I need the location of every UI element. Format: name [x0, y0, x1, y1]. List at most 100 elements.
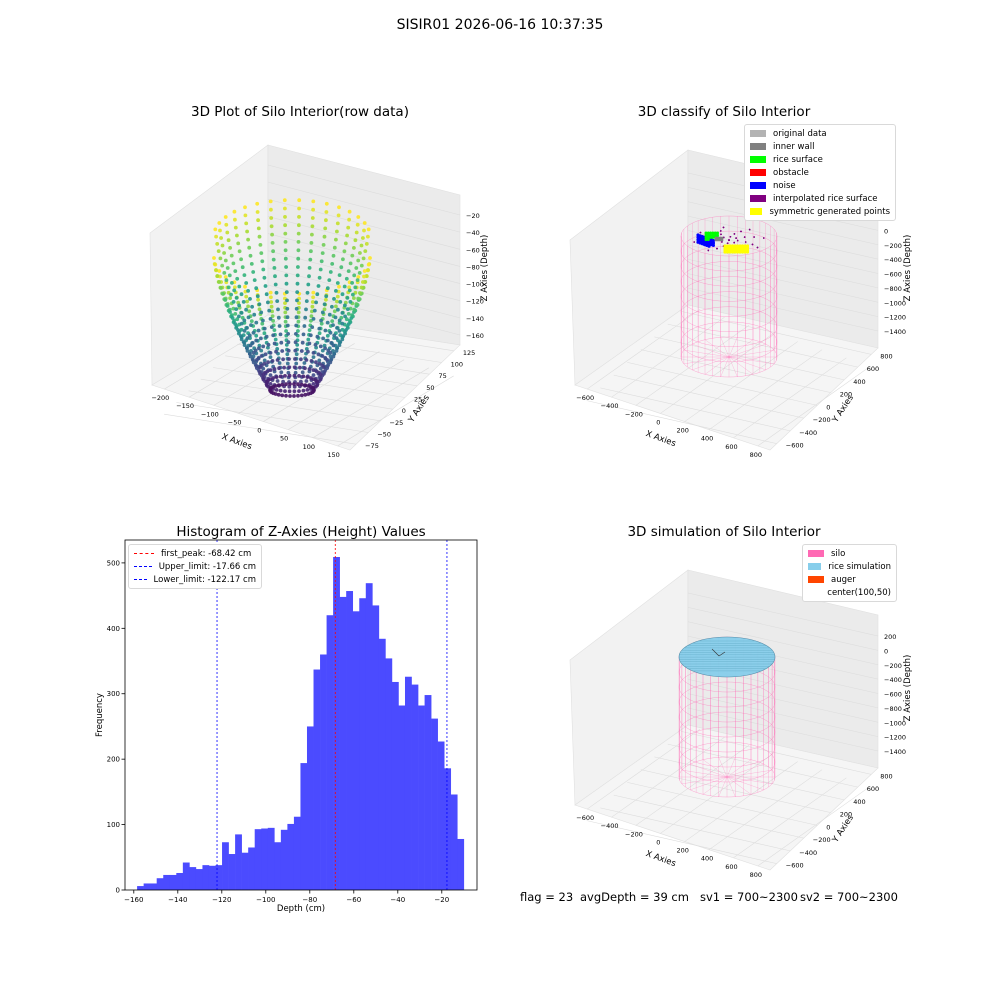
- raw-data-point: [251, 358, 255, 362]
- silo-floor-spoke: [702, 776, 728, 795]
- x-tick-label: −150: [176, 402, 194, 410]
- x-tick-label: −200: [625, 410, 643, 418]
- raw-data-point: [314, 300, 318, 305]
- raw-data-point: [247, 333, 252, 338]
- silo-floor-spoke: [728, 337, 738, 358]
- rice-surface-point: [709, 235, 713, 239]
- silo-floor-spoke: [681, 769, 728, 778]
- symmetric-point: [740, 250, 745, 254]
- raw-data-point: [337, 205, 341, 210]
- raw-data-point: [304, 379, 309, 383]
- raw-data-point: [359, 285, 364, 290]
- raw-data-point: [306, 349, 310, 354]
- z-tick-label: −160: [466, 332, 484, 340]
- raw-data-point: [259, 363, 264, 368]
- raw-data-point: [358, 251, 362, 255]
- raw-data-point: [286, 370, 291, 375]
- raw-data-point: [233, 312, 238, 316]
- raw-data-point: [226, 238, 231, 243]
- x-tick-label: 600: [725, 863, 737, 871]
- raw-data-point: [328, 330, 333, 335]
- raw-data-point: [293, 340, 298, 345]
- raw-data-point: [337, 273, 342, 277]
- rice-surface-point: [704, 231, 708, 235]
- raw-data-point: [340, 311, 345, 315]
- raw-data-point: [245, 336, 250, 340]
- legend-item: silo: [808, 547, 891, 560]
- legend-label: interpolated rice surface: [773, 193, 878, 204]
- raw-data-point: [344, 276, 349, 281]
- z-tick-label: −400: [884, 256, 902, 264]
- raw-data-point: [257, 234, 262, 239]
- y-tick-label: 0: [826, 823, 830, 831]
- y-tick-label: −75: [365, 442, 379, 450]
- raw-data-point: [359, 263, 364, 268]
- raw-data-point: [298, 365, 302, 370]
- histogram-bar: [143, 883, 151, 890]
- silo-ring: [678, 711, 776, 753]
- auger-marker: [711, 648, 720, 657]
- silo-floor-spoke: [702, 759, 728, 778]
- raw-data-point: [287, 373, 292, 378]
- raw-data-point: [288, 394, 292, 398]
- raw-data-point: [228, 246, 233, 250]
- raw-data-point: [274, 349, 278, 354]
- raw-data-point: [319, 259, 324, 264]
- x-tick-label: 50: [280, 435, 288, 443]
- silo-floor-spoke: [720, 337, 730, 358]
- raw-data-point: [279, 340, 284, 345]
- silo-floor-spoke: [704, 339, 730, 358]
- x-gridline: [708, 769, 823, 850]
- raw-data-point: [245, 349, 250, 353]
- interpolated-point: [716, 247, 718, 250]
- footer-flag: flag = 23: [520, 890, 574, 904]
- raw-data-point: [309, 314, 314, 318]
- silo-ring: [678, 726, 776, 768]
- raw-data-point: [242, 329, 247, 333]
- legend-item: center(100,50): [808, 586, 891, 599]
- raw-data-point: [320, 354, 325, 358]
- raw-data-point: [299, 382, 304, 387]
- raw-data-point: [356, 275, 361, 279]
- legend-line-swatch: [134, 553, 154, 554]
- raw-data-point: [334, 289, 338, 293]
- raw-data-point: [243, 213, 248, 218]
- raw-data-point: [366, 268, 370, 273]
- silo-floor-spoke: [692, 356, 730, 371]
- y-tick-label: 0: [826, 403, 830, 411]
- raw-data-point: [276, 383, 281, 388]
- raw-data-point: [212, 262, 217, 266]
- raw-data-point: [262, 275, 267, 280]
- raw-data-point: [311, 382, 316, 386]
- raw-data-point: [270, 241, 275, 245]
- histogram-bar: [195, 869, 203, 890]
- histogram-bar: [228, 854, 236, 890]
- raw-data-point: [275, 299, 280, 303]
- raw-data-point: [306, 337, 311, 342]
- histogram-bar: [169, 874, 177, 890]
- raw-data-point: [347, 209, 352, 214]
- raw-data-point: [285, 306, 290, 311]
- raw-data-point: [245, 326, 249, 330]
- z-gridline: [687, 592, 879, 637]
- raw-data-point: [296, 310, 301, 315]
- raw-data-point: [348, 306, 353, 311]
- raw-data-point: [347, 285, 351, 290]
- interpolated-point: [722, 226, 725, 229]
- z-tick-label: −20: [466, 212, 480, 220]
- histogram-bar: [267, 827, 275, 890]
- raw-data-point: [328, 270, 333, 274]
- z-tick-label: 0: [884, 647, 888, 655]
- raw-data-point: [264, 292, 269, 297]
- raw-data-point: [288, 382, 292, 386]
- raw-data-point: [266, 360, 270, 365]
- raw-data-point: [292, 382, 296, 386]
- silo-floor-spoke: [728, 339, 754, 358]
- raw-data-point: [257, 302, 262, 307]
- z-tick-label: −1000: [884, 719, 906, 727]
- raw-data-point: [325, 286, 330, 291]
- z-tick-label: −1400: [884, 328, 906, 336]
- raw-data-point: [296, 240, 301, 244]
- y-gridline: [212, 367, 406, 398]
- raw-data-point: [307, 274, 311, 279]
